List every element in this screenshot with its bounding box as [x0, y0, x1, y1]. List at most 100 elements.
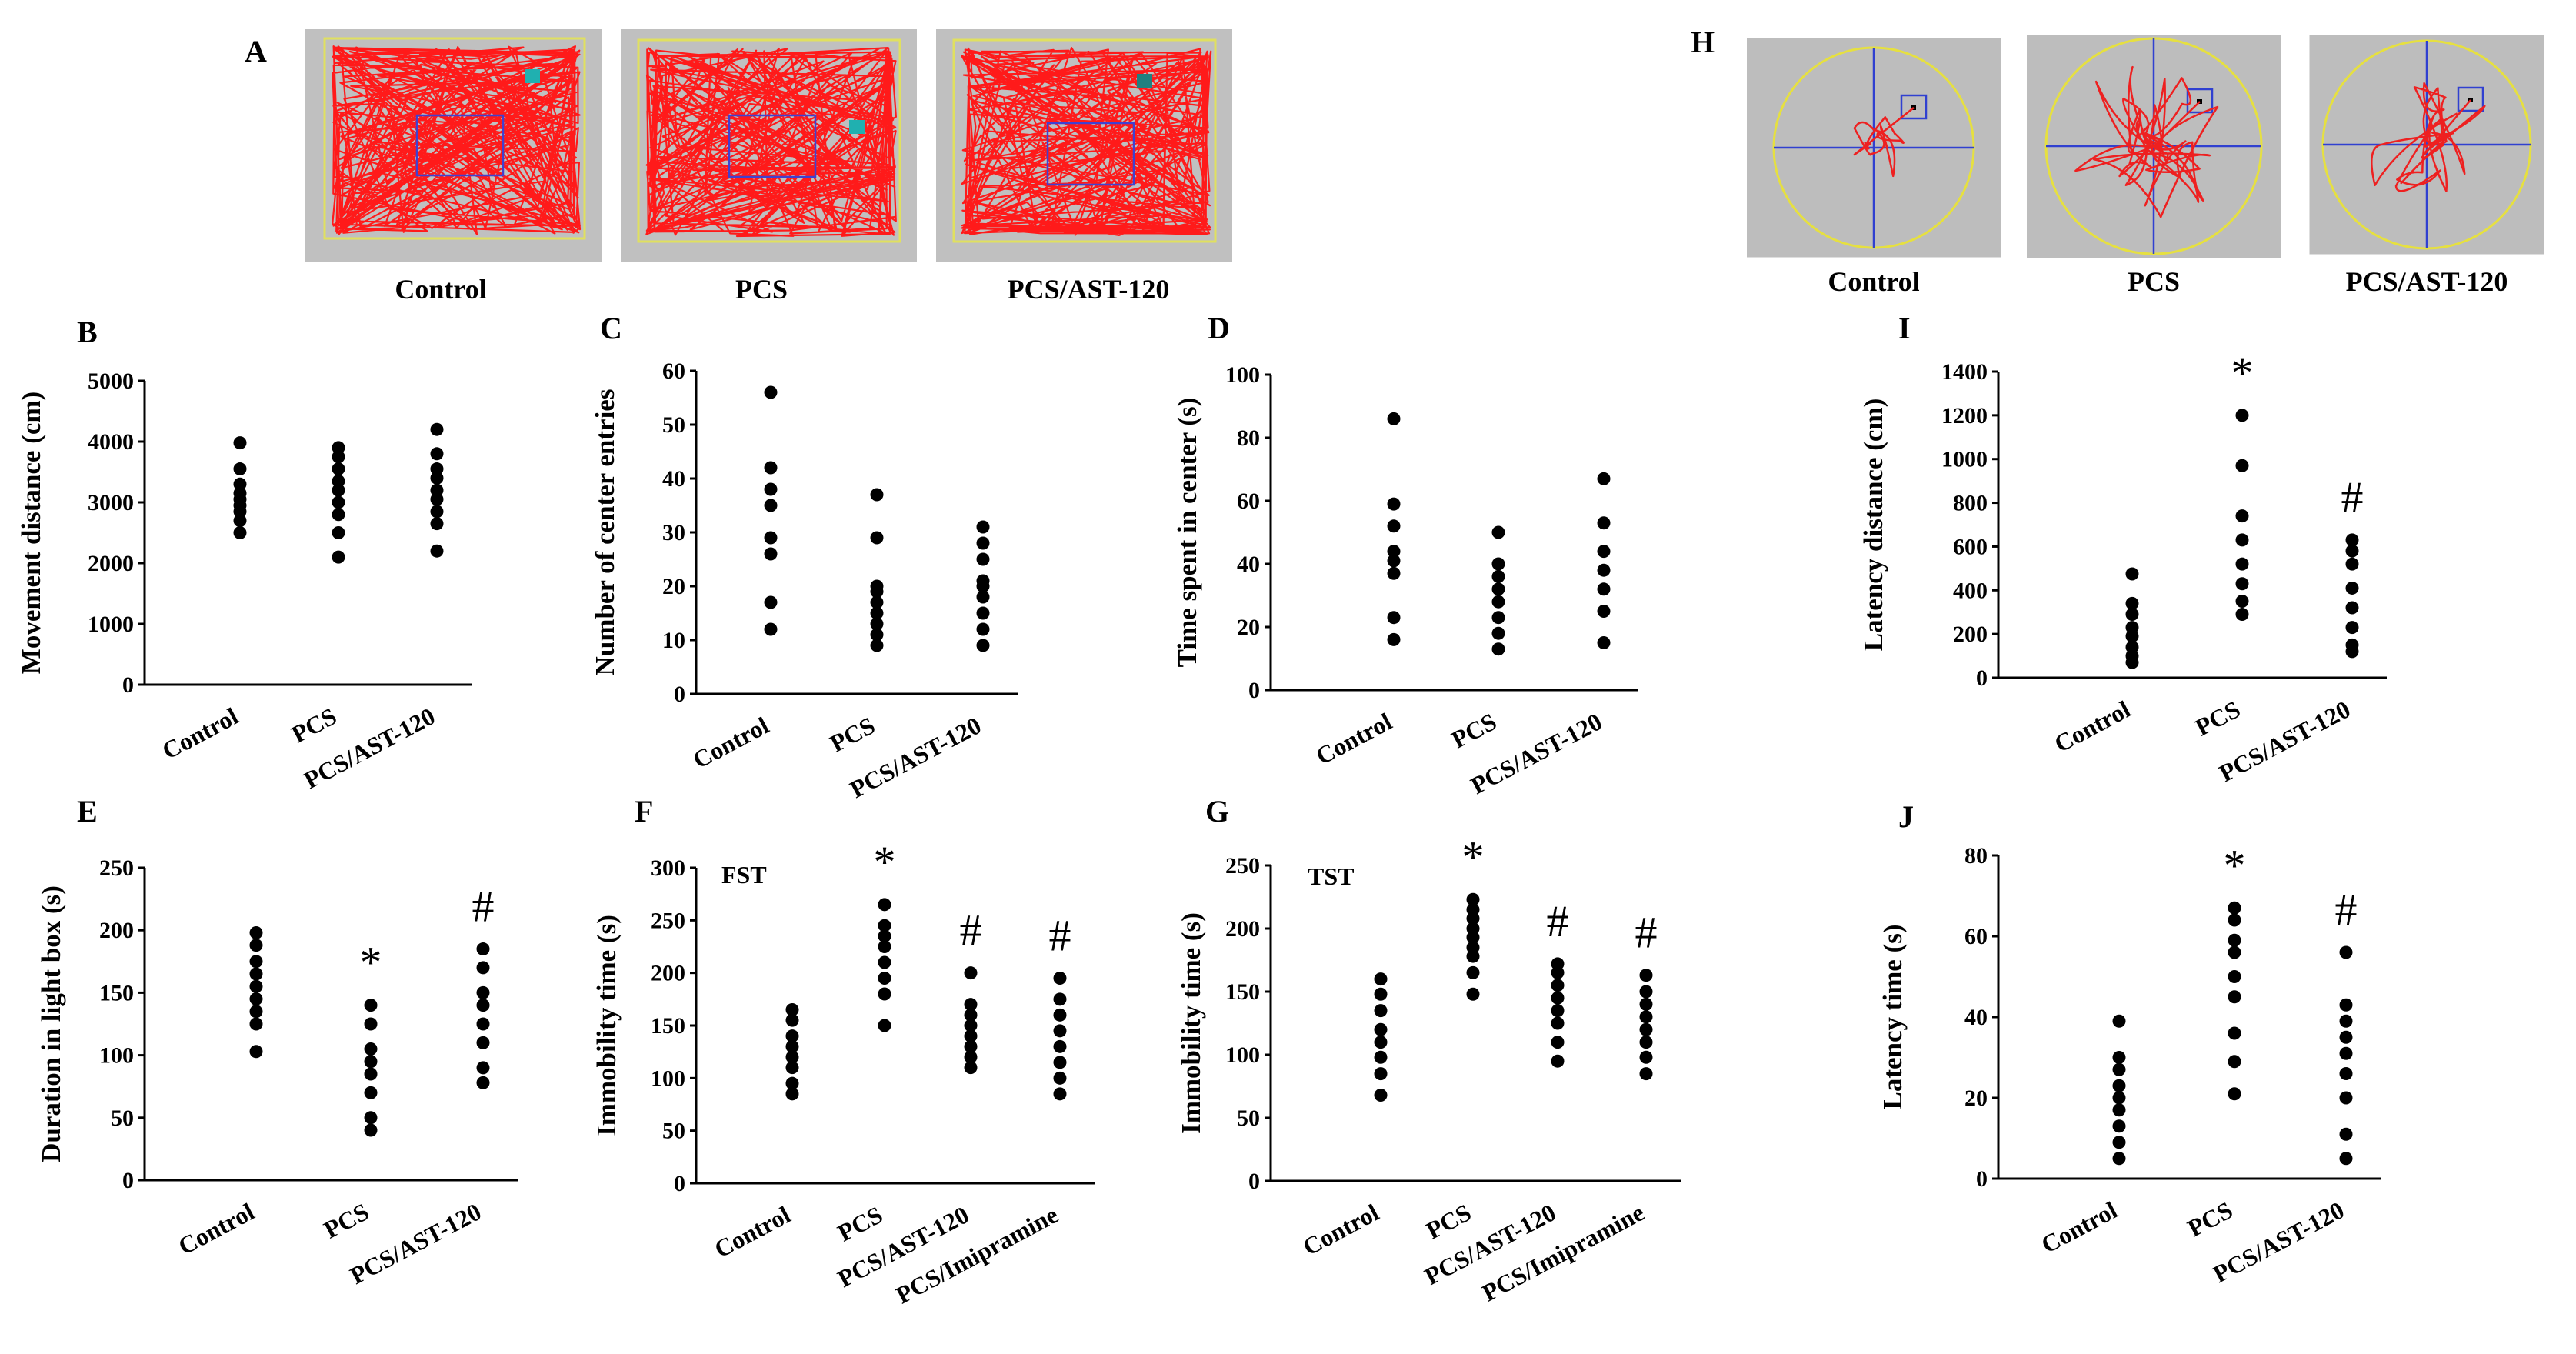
panel-letter: D [1208, 311, 1230, 345]
significance-mark: # [472, 882, 495, 932]
y-tick-label: 1200 [1941, 403, 1988, 429]
data-point [1597, 472, 1611, 485]
data-point [332, 450, 345, 464]
data-point [976, 606, 990, 620]
y-tick-label: 100 [651, 1066, 685, 1091]
y-tick-label: 0 [1976, 1166, 1988, 1192]
y-tick-label: 2000 [88, 551, 134, 576]
data-point [1053, 1056, 1067, 1069]
data-point [364, 999, 378, 1012]
data-point [764, 547, 778, 561]
test-label: TST [1308, 862, 1354, 890]
data-point [2339, 1014, 2353, 1028]
data-point [1053, 1087, 1067, 1101]
data-point [2228, 1026, 2241, 1040]
panel-h-water-maze: H Control PCS PCS/AST-120 [1691, 25, 2544, 297]
data-point [1374, 1036, 1388, 1049]
data-point [1491, 557, 1505, 571]
data-point [1491, 595, 1505, 609]
data-point [1466, 987, 1480, 1001]
y-tick-label: 20 [662, 574, 685, 599]
y-tick-label: 1000 [88, 612, 134, 637]
data-point [1387, 545, 1401, 559]
y-tick-label: 20 [1964, 1086, 1988, 1111]
data-point [1374, 1022, 1388, 1036]
y-tick-label: 400 [1953, 578, 1988, 603]
data-point [1466, 922, 1480, 935]
data-point [2345, 601, 2359, 615]
y-tick-label: 200 [1225, 916, 1260, 942]
data-point [785, 1061, 799, 1075]
data-point [430, 471, 444, 485]
y-axis-title: Movement distance (cm) [16, 392, 46, 674]
data-point [1053, 972, 1067, 985]
data-point [870, 639, 884, 652]
data-point [1491, 525, 1505, 539]
y-tick-label: 80 [1237, 425, 1260, 451]
data-point [1387, 566, 1401, 580]
data-point [476, 961, 490, 975]
panel-letter: E [77, 794, 98, 829]
data-point [878, 987, 891, 1001]
caption-wm-pcs: PCS [2128, 266, 2180, 297]
data-point [1639, 985, 1653, 999]
data-point [2339, 1091, 2353, 1105]
data-point [1551, 979, 1565, 992]
y-tick-label: 60 [1237, 489, 1260, 514]
y-tick-label: 20 [1237, 615, 1260, 640]
y-tick-label: 60 [662, 359, 685, 384]
y-tick-label: 250 [99, 855, 134, 881]
y-tick-label: 60 [1964, 924, 1988, 949]
data-point [1466, 892, 1480, 906]
data-point [1597, 563, 1611, 577]
arena-border [952, 38, 1217, 243]
y-tick-label: 0 [1248, 1169, 1260, 1194]
data-point [2235, 608, 2249, 622]
open-field-image-pcs: PCS [621, 29, 917, 305]
significance-mark: # [1635, 908, 1658, 958]
animal-marker [525, 69, 540, 83]
y-tick-label: 200 [99, 918, 134, 943]
data-point [764, 385, 778, 399]
significance-mark: # [1049, 911, 1071, 961]
data-point [233, 514, 247, 528]
data-point [1551, 1016, 1565, 1030]
y-tick-label: 600 [1953, 534, 1988, 559]
data-point [2235, 409, 2249, 422]
y-tick-label: 0 [1248, 678, 1260, 703]
data-point [1387, 611, 1401, 625]
y-tick-label: 100 [99, 1043, 134, 1069]
data-point [764, 531, 778, 545]
y-tick-label: 1000 [1941, 447, 1988, 472]
y-tick-label: 10 [662, 628, 685, 653]
data-point [1639, 1022, 1653, 1036]
data-point [1053, 1008, 1067, 1022]
open-field-image-pcs-ast120: PCS/AST-120 [936, 29, 1232, 305]
y-axis-title: Number of center entries [590, 389, 620, 676]
center-zone [415, 114, 505, 177]
data-point [332, 526, 345, 539]
data-point [870, 579, 884, 593]
data-point [249, 967, 263, 981]
panel-letter: B [77, 315, 98, 349]
y-tick-label: 150 [99, 980, 134, 1005]
data-point [1491, 611, 1505, 625]
data-point [1387, 632, 1401, 646]
panel-letter: F [635, 794, 653, 829]
data-point [976, 590, 990, 604]
data-point [1639, 1036, 1653, 1049]
data-point [364, 1086, 378, 1099]
data-point [2112, 1103, 2126, 1117]
data-point [976, 520, 990, 534]
data-point [476, 942, 490, 956]
open-field-image-control: Control [305, 29, 602, 305]
data-point [249, 992, 263, 1006]
data-point [2235, 577, 2249, 591]
data-point [964, 1050, 978, 1064]
data-point [1639, 969, 1653, 982]
y-tick-label: 800 [1953, 491, 1988, 516]
data-point [964, 998, 978, 1012]
caption-wm-control: Control [1828, 266, 1919, 297]
data-point [976, 639, 990, 652]
